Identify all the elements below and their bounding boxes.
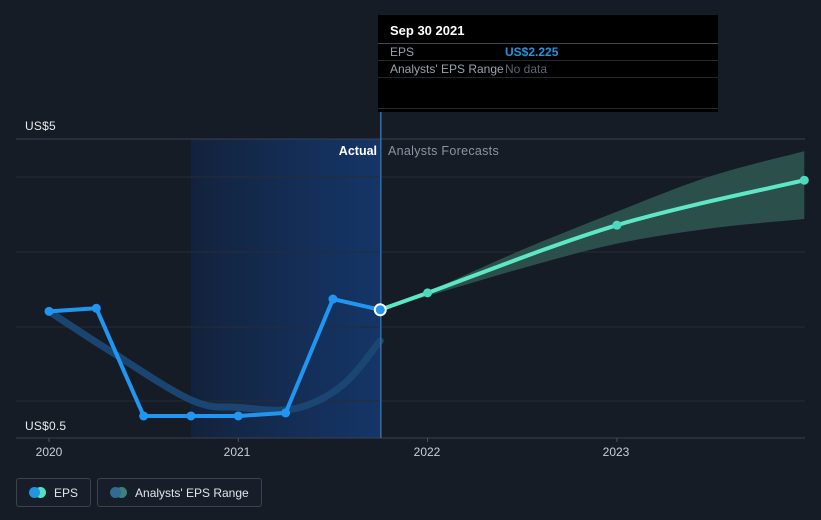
legend-eps-label: EPS: [54, 485, 79, 500]
y-axis-top-label: US$5: [25, 119, 56, 133]
tooltip-range-label: Analysts' EPS Range: [390, 62, 504, 76]
actual-region-label: Actual: [338, 144, 377, 158]
y-axis-bottom-label: US$0.5: [25, 419, 67, 433]
legend-range-label: Analysts' EPS Range: [135, 485, 249, 500]
x-tick-2023: 2023: [602, 445, 630, 459]
tooltip-eps-label: EPS: [390, 45, 415, 59]
legend-button-eps[interactable]: EPS: [16, 478, 92, 507]
legend-button-analysts-eps-range[interactable]: Analysts' EPS Range: [97, 478, 262, 507]
tooltip-footer-divider: [378, 108, 718, 109]
tooltip-eps-value: US$2.225: [505, 45, 559, 59]
x-tick-2020: 2020: [35, 445, 63, 459]
analysts-eps-range-icon: [110, 487, 128, 498]
x-tick-2022: 2022: [413, 445, 441, 459]
tooltip-row-eps: EPS US$2.225: [378, 44, 718, 61]
tooltip-row-range: Analysts' EPS Range No data: [378, 61, 718, 78]
tooltip-range-value: No data: [505, 62, 548, 76]
eps-series-icon: [29, 487, 46, 498]
x-tick-2021: 2021: [223, 445, 251, 459]
chart-legend: EPS Analysts' EPS Range: [16, 478, 262, 507]
chart-tooltip: Sep 30 2021 EPS US$2.225 Analysts' EPS R…: [378, 15, 718, 112]
tooltip-date: Sep 30 2021: [378, 15, 718, 44]
forecast-region-label: Analysts Forecasts: [388, 144, 499, 158]
